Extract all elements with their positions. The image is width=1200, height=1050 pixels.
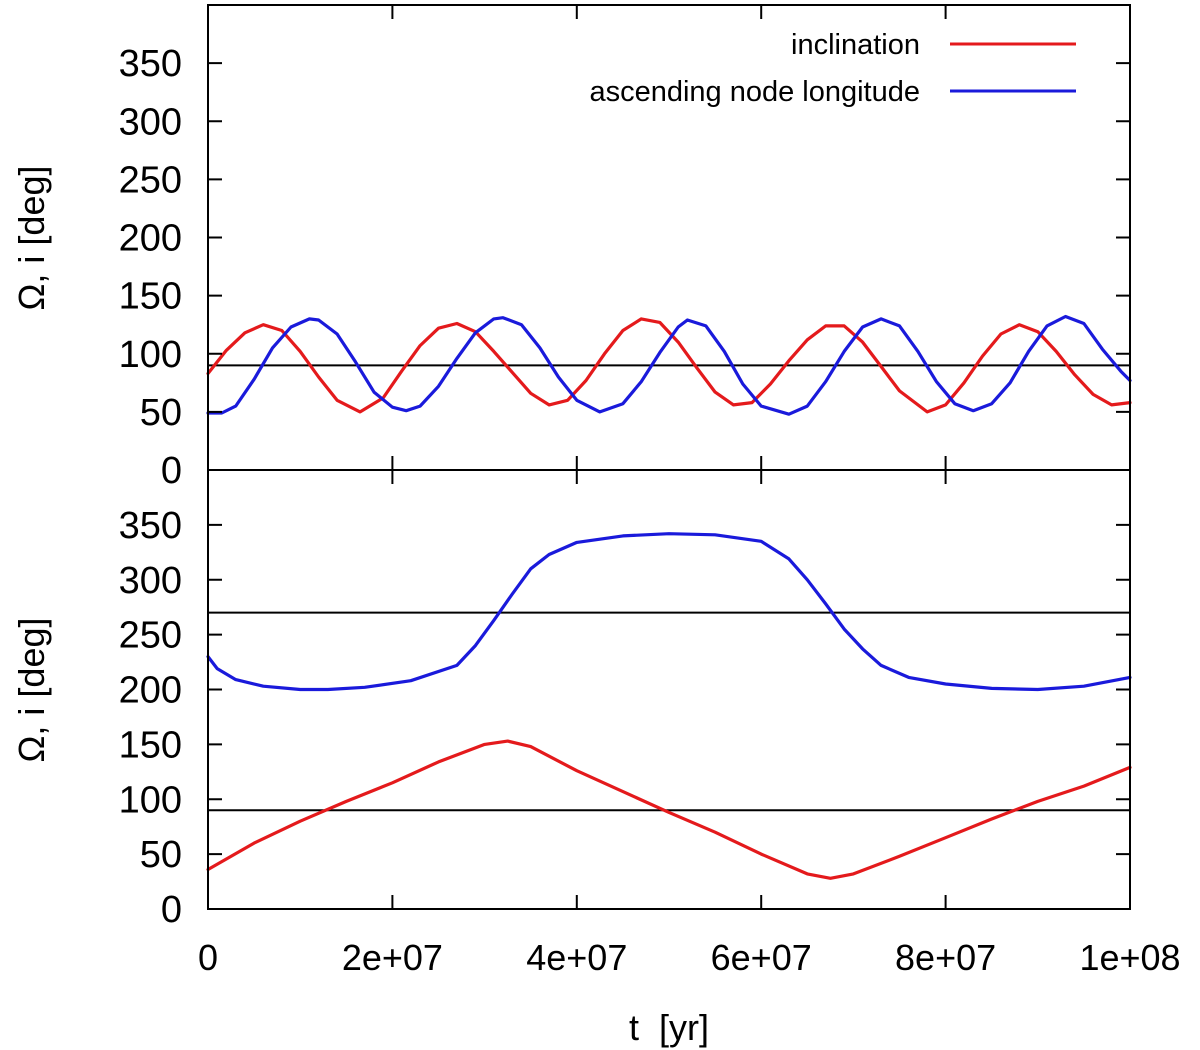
bottom-y-tick-label-100: 100	[119, 779, 182, 821]
bottom-y-tick-label-350: 350	[119, 505, 182, 547]
bottom-series-inclination	[206, 739, 1132, 880]
x-tick-label-2e+07: 2e+07	[342, 937, 443, 978]
bottom-y-ticks: 0 50 100 150 200 250 300 350	[119, 505, 1130, 931]
top-y-tick-label-0: 0	[161, 450, 182, 492]
top-y-tick-label-200: 200	[119, 218, 182, 260]
bottom-series-ascending-node-longitude	[206, 532, 1132, 692]
top-series-inclination	[206, 317, 1132, 414]
top-y-tick-label-300: 300	[119, 101, 182, 143]
x-axis-title: t [yr]	[629, 1007, 709, 1048]
top-plot-frame	[207, 4, 1131, 471]
bottom-y-tick-label-50: 50	[140, 834, 182, 876]
x-tick-label-1e+08: 1e+08	[1079, 937, 1180, 978]
top-y-ticks: 0 50 100 150 200 250 300 350	[119, 43, 1130, 492]
top-series-ascending-node-longitude	[206, 314, 1132, 416]
x-tick-label-6e+07: 6e+07	[711, 937, 812, 978]
top-y-axis-title: Ω, i [deg]	[11, 166, 52, 311]
bottom-panel: 0 50 100 150 200 250 300 350 0 2e+07 4e+07 6e+07 8e…	[11, 5, 1181, 1048]
top-y-tick-label-100: 100	[119, 334, 182, 376]
bottom-y-tick-label-200: 200	[119, 670, 182, 712]
legend-label-inclination: inclination	[791, 29, 920, 61]
x-tick-label-0: 0	[198, 937, 218, 978]
bottom-y-tick-label-0: 0	[161, 889, 182, 931]
bottom-plot-frame	[207, 469, 1131, 910]
legend: inclination ascending node longitude	[589, 29, 1076, 108]
bottom-y-tick-label-300: 300	[119, 560, 182, 602]
top-y-tick-label-350: 350	[119, 43, 182, 85]
bottom-y-tick-label-250: 250	[119, 615, 182, 657]
legend-label-ascending-node: ascending node longitude	[589, 76, 920, 108]
top-y-tick-label-150: 150	[119, 276, 182, 318]
bottom-y-tick-label-150: 150	[119, 724, 182, 766]
x-ticks: 0 2e+07 4e+07 6e+07 8e+07 1e+08	[198, 5, 1181, 978]
x-tick-label-8e+07: 8e+07	[895, 937, 996, 978]
bottom-reference-lines	[208, 611, 1130, 812]
top-series-group	[206, 314, 1132, 416]
top-y-tick-label-250: 250	[119, 159, 182, 201]
top-panel: 0 50 100 150 200 250 300 350 Ω, i [deg] inclina…	[11, 4, 1132, 492]
bottom-series-group	[206, 532, 1132, 880]
bottom-y-axis-title: Ω, i [deg]	[11, 618, 52, 763]
x-tick-label-4e+07: 4e+07	[526, 937, 627, 978]
top-y-tick-label-50: 50	[140, 392, 182, 434]
